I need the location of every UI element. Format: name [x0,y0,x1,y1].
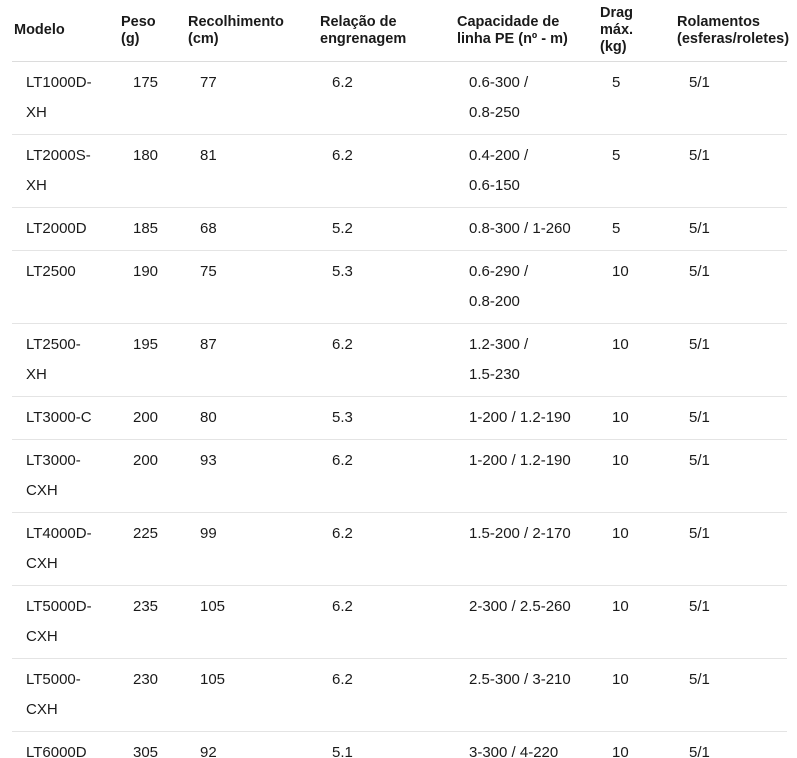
reel-specs-table: Modelo Peso (g) Recolhimento (cm) Relação d… [12,0,789,758]
value-cell: 10 [598,323,675,397]
value-cell: 5 [598,134,675,208]
value-cell: 6.2 [318,439,455,513]
value-cell: 5/1 [675,731,787,758]
value-cell: 5/1 [675,323,787,397]
value-cell: 0.4-200 / 0.6-150 [455,134,598,208]
value-cell: 5/1 [675,658,787,732]
value-cell: 105 [186,585,318,659]
model-cell: LT5000D- CXH [12,585,119,659]
model-cell: LT6000D [12,731,119,758]
model-cell: LT2500- XH [12,323,119,397]
table-row: LT5000D- CXH 235 105 6.2 2-300 / 2.5-260 10 5/… [12,585,787,659]
value-cell: 77 [186,61,318,135]
value-cell: 1.5-200 / 2-170 [455,512,598,586]
model-cell: LT3000- CXH [12,439,119,513]
value-cell: 5.2 [318,207,455,251]
model-cell: LT3000-C [12,396,119,440]
value-cell: 3-300 / 4-220 [455,731,598,758]
value-cell: 10 [598,439,675,513]
header-row: Modelo Peso (g) Recolhimento (cm) Relação d… [12,0,789,62]
value-cell: 92 [186,731,318,758]
table-row: LT3000-C 200 80 5.3 1-200 / 1.2-190 10 5/1 [12,396,787,440]
value-cell: 5/1 [675,207,787,251]
value-cell: 2.5-300 / 3-210 [455,658,598,732]
value-cell: 6.2 [318,323,455,397]
value-cell: 5/1 [675,61,787,135]
value-cell: 5/1 [675,396,787,440]
value-cell: 235 [119,585,186,659]
value-cell: 105 [186,658,318,732]
value-cell: 5/1 [675,134,787,208]
value-cell: 1.2-300 / 1.5-230 [455,323,598,397]
value-cell: 87 [186,323,318,397]
model-cell: LT4000D- CXH [12,512,119,586]
table-row: LT6000D 305 92 5.1 3-300 / 4-220 10 5/1 [12,731,787,758]
value-cell: 5/1 [675,439,787,513]
value-cell: 5/1 [675,250,787,324]
column-header-peso: Peso (g) [119,0,186,62]
value-cell: 5.3 [318,396,455,440]
model-cell: LT2500 [12,250,119,324]
value-cell: 180 [119,134,186,208]
column-header-rolamentos: Rolamentos (esferas/roletes) [675,0,789,62]
table-row: LT2500- XH 195 87 6.2 1.2-300 / 1.5-230 10 5/1 [12,323,787,397]
table-row: LT3000- CXH 200 93 6.2 1-200 / 1.2-190 10 5/1 [12,439,787,513]
table-row: LT1000D- XH 175 77 6.2 0.6-300 / 0.8-250 5 5/1 [12,61,787,135]
value-cell: 6.2 [318,134,455,208]
value-cell: 6.2 [318,658,455,732]
value-cell: 81 [186,134,318,208]
table-row: LT5000- CXH 230 105 6.2 2.5-300 / 3-210 10 5/1 [12,658,787,732]
value-cell: 99 [186,512,318,586]
value-cell: 10 [598,731,675,758]
value-cell: 185 [119,207,186,251]
value-cell: 5/1 [675,585,787,659]
model-cell: LT5000- CXH [12,658,119,732]
column-header-modelo: Modelo [12,0,119,62]
value-cell: 5.3 [318,250,455,324]
column-header-recolhimento: Recolhimento (cm) [186,0,318,62]
value-cell: 195 [119,323,186,397]
value-cell: 6.2 [318,512,455,586]
table-row: LT4000D- CXH 225 99 6.2 1.5-200 / 2-170 10 5/1 [12,512,787,586]
value-cell: 5/1 [675,512,787,586]
value-cell: 175 [119,61,186,135]
value-cell: 5.1 [318,731,455,758]
value-cell: 1-200 / 1.2-190 [455,396,598,440]
value-cell: 0.6-290 / 0.8-200 [455,250,598,324]
value-cell: 10 [598,585,675,659]
model-cell: LT2000S- XH [12,134,119,208]
value-cell: 10 [598,396,675,440]
value-cell: 200 [119,439,186,513]
value-cell: 68 [186,207,318,251]
value-cell: 10 [598,250,675,324]
table-row: LT2500 190 75 5.3 0.6-290 / 0.8-200 10 5/1 [12,250,787,324]
value-cell: 5 [598,61,675,135]
value-cell: 1-200 / 1.2-190 [455,439,598,513]
value-cell: 305 [119,731,186,758]
value-cell: 2-300 / 2.5-260 [455,585,598,659]
value-cell: 200 [119,396,186,440]
value-cell: 93 [186,439,318,513]
value-cell: 190 [119,250,186,324]
value-cell: 6.2 [318,61,455,135]
value-cell: 230 [119,658,186,732]
value-cell: 0.8-300 / 1-260 [455,207,598,251]
table-row: LT2000S- XH 180 81 6.2 0.4-200 / 0.6-150 5 5/1 [12,134,787,208]
model-cell: LT1000D- XH [12,61,119,135]
column-header-capacidade: Capacidade de linha PE (nº - m) [455,0,598,62]
value-cell: 6.2 [318,585,455,659]
value-cell: 80 [186,396,318,440]
table-row: LT2000D 185 68 5.2 0.8-300 / 1-260 5 5/1 [12,207,787,251]
value-cell: 10 [598,658,675,732]
column-header-relacao: Relação de engrenagem [318,0,455,62]
value-cell: 0.6-300 / 0.8-250 [455,61,598,135]
value-cell: 225 [119,512,186,586]
value-cell: 75 [186,250,318,324]
model-cell: LT2000D [12,207,119,251]
column-header-drag: Drag máx. (kg) [598,0,675,62]
value-cell: 10 [598,512,675,586]
value-cell: 5 [598,207,675,251]
